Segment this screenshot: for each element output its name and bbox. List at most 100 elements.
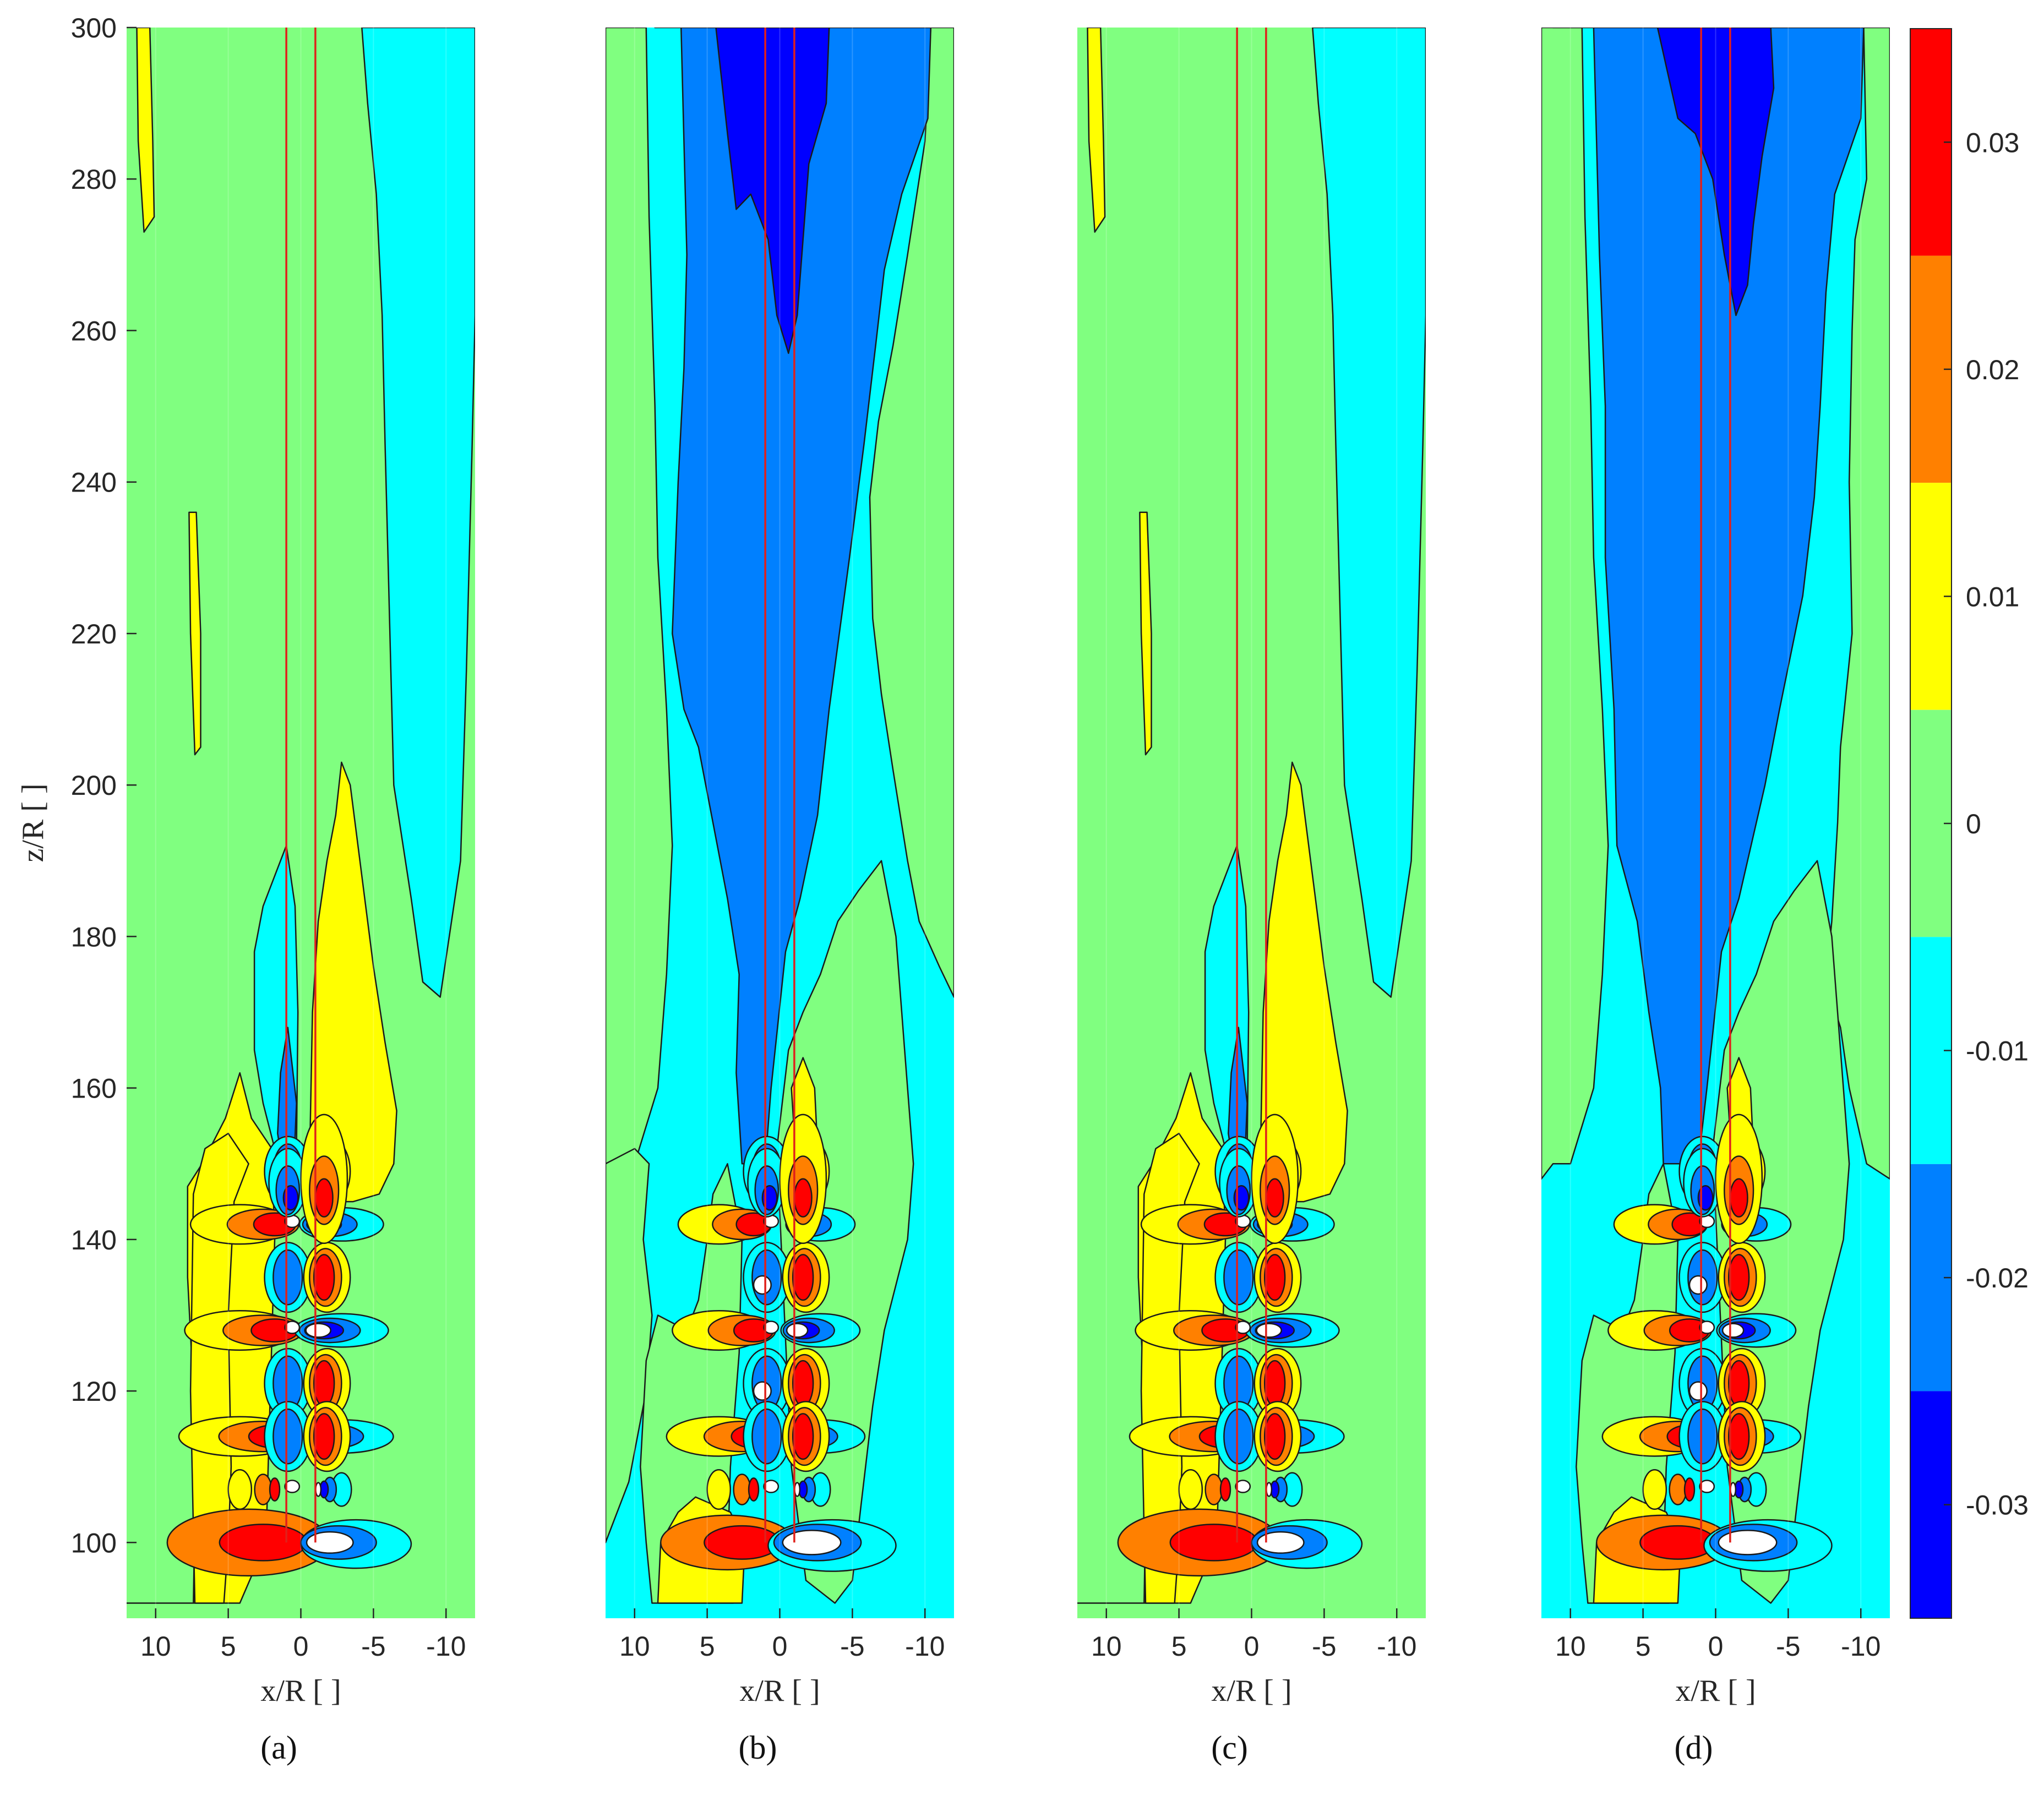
x-tick-label: 10: [1555, 1631, 1586, 1662]
contour-level: [763, 1480, 780, 1493]
contour-level: [1730, 1482, 1737, 1497]
contour-fill: [606, 28, 954, 1618]
colorbar-tick-label: 0.01: [1966, 581, 2019, 612]
contour-fill: [1077, 28, 1426, 1618]
contour-level: [1721, 1323, 1745, 1338]
contour-level: [269, 1477, 281, 1502]
x-tick-label: 10: [1091, 1631, 1122, 1662]
contour-level: [305, 1323, 331, 1338]
contour-level: [1552, 28, 1890, 1180]
x-tick-label: -10: [1841, 1631, 1881, 1662]
colorbar-tick-label: 0.02: [1966, 354, 2019, 385]
contour-level: [794, 1482, 801, 1497]
contour-level: [254, 1473, 272, 1505]
contour-fill: [1541, 28, 1890, 1618]
x-tick-label: -5: [361, 1631, 385, 1662]
contour-level: [188, 511, 201, 756]
x-tick-label: 10: [619, 1631, 650, 1662]
contour-level: [1727, 1413, 1750, 1460]
contour-level: [1256, 1323, 1282, 1338]
contour-level: [1087, 28, 1106, 233]
contour-level: [1669, 1473, 1687, 1505]
contour-level: [313, 1413, 335, 1460]
y-axis-label: z/R [ ]: [16, 783, 50, 862]
x-tick-label: -10: [426, 1631, 466, 1662]
contour-level: [1178, 1469, 1203, 1510]
colorbar: 0.03 0.02 0.01 0 -0.01 -0.02 -0.03: [1910, 28, 2029, 1619]
contour-level: [1139, 511, 1152, 756]
contour-level: [1593, 28, 1865, 1165]
contour-level: [763, 1320, 780, 1334]
contour-level: [1687, 1408, 1718, 1465]
panel-d: 10 5 0 -5 -10 x/R [ ] (d): [1541, 28, 1890, 1766]
contour-level: [706, 1469, 732, 1510]
contour-level: [306, 1531, 354, 1554]
contour-level: [606, 1148, 653, 1543]
x-tick-label: 10: [140, 1631, 171, 1662]
contour-level: [715, 28, 830, 354]
contour-level: [314, 1178, 334, 1218]
contour-level: [733, 1473, 751, 1505]
contour-level: [136, 28, 155, 233]
contour-level: [284, 1480, 301, 1493]
contour-level: [1656, 28, 1775, 316]
contour-level: [1688, 1275, 1708, 1295]
y-tick-label: 120: [71, 1376, 117, 1407]
contour-level: [313, 1254, 335, 1301]
x-tick-label: 0: [1708, 1631, 1724, 1662]
panel-a: 10 5 0 -5 -10 x/R [ ] (a) 100 120 140 160 180 200 220…: [16, 13, 475, 1766]
x-tick-label: 5: [1636, 1631, 1651, 1662]
x-tick-label: 5: [700, 1631, 715, 1662]
x-tick-label: -10: [1377, 1631, 1416, 1662]
contour-level: [284, 1320, 301, 1334]
contour-level: [1263, 1360, 1286, 1407]
panel-label: (a): [260, 1729, 297, 1766]
contour-level: [792, 1254, 814, 1301]
x-tick-label: 0: [1244, 1631, 1260, 1662]
contour-level: [753, 1381, 772, 1401]
contour-level: [792, 1360, 814, 1407]
contour-level: [1266, 1482, 1273, 1497]
x-tick-label: 0: [293, 1631, 309, 1662]
contour-level: [1235, 1480, 1251, 1493]
y-tick-label: 140: [71, 1225, 117, 1256]
panel-b: 10 5 0 -5 -10 x/R [ ] (b): [606, 28, 954, 1766]
y-tick-label: 160: [71, 1073, 117, 1104]
contour-level: [1223, 1408, 1254, 1465]
contour-level: [1235, 1320, 1251, 1334]
x-axis-label: x/R [ ]: [260, 1674, 341, 1708]
contour-level: [793, 1178, 813, 1218]
contour-level: [792, 1413, 814, 1460]
contour-level: [782, 1530, 842, 1556]
colorbar-tick-label: -0.02: [1966, 1263, 2029, 1293]
x-axis-label: x/R [ ]: [1211, 1674, 1291, 1708]
x-tick-label: -5: [1776, 1631, 1800, 1662]
contour-level: [219, 1524, 308, 1562]
contour-level: [1541, 28, 1609, 1180]
contour-level: [753, 1275, 772, 1295]
y-tick-label: 180: [71, 921, 117, 952]
panel-label: (c): [1211, 1729, 1248, 1766]
contour-level: [751, 1408, 782, 1465]
contour-level: [1683, 1477, 1696, 1502]
y-tick-label: 200: [71, 770, 117, 801]
x-tick-label: -5: [1312, 1631, 1336, 1662]
contour-level: [1204, 1473, 1223, 1505]
y-tick-label: 260: [71, 315, 117, 346]
contour-level: [1729, 1178, 1748, 1218]
x-tick-label: 5: [1171, 1631, 1187, 1662]
contour-level: [1727, 1360, 1750, 1407]
y-tick-label: 100: [71, 1527, 117, 1558]
contour-level: [1727, 1254, 1750, 1301]
x-tick-label: 0: [772, 1631, 788, 1662]
contour-level: [315, 1482, 322, 1497]
colorbar-tick-label: -0.03: [1966, 1490, 2029, 1521]
contour-level: [1699, 1480, 1715, 1493]
contour-level: [1699, 1320, 1715, 1334]
contour-level: [1688, 1381, 1708, 1401]
contour-level: [309, 761, 397, 1203]
panel-label: (d): [1675, 1729, 1713, 1766]
contour-level: [1256, 1531, 1305, 1554]
y-tick-label: 240: [71, 467, 117, 498]
